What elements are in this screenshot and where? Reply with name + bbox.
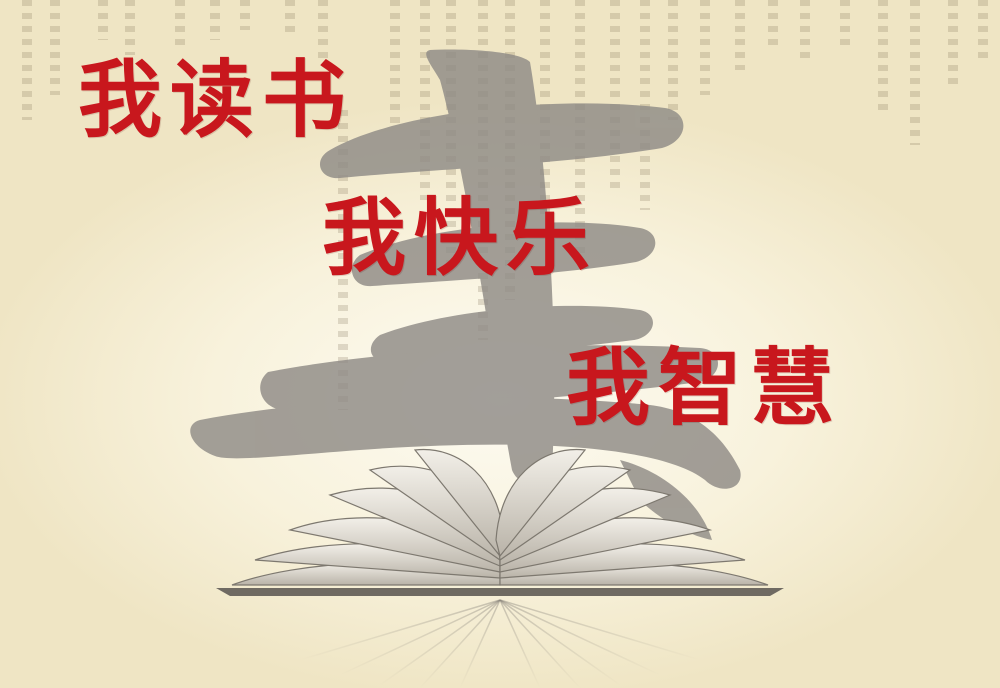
slogan-line-2: 我快乐 (322, 188, 599, 287)
slogan-line-3: 我智慧 (566, 338, 843, 437)
slogan-line-1: 我读书 (78, 50, 355, 149)
